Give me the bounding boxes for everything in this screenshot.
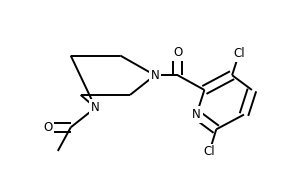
Text: Cl: Cl (233, 47, 245, 60)
Text: N: N (192, 108, 201, 121)
Text: O: O (43, 121, 53, 134)
Text: N: N (91, 101, 100, 114)
Text: N: N (151, 69, 159, 82)
Text: O: O (173, 46, 182, 59)
Text: Cl: Cl (204, 146, 215, 158)
